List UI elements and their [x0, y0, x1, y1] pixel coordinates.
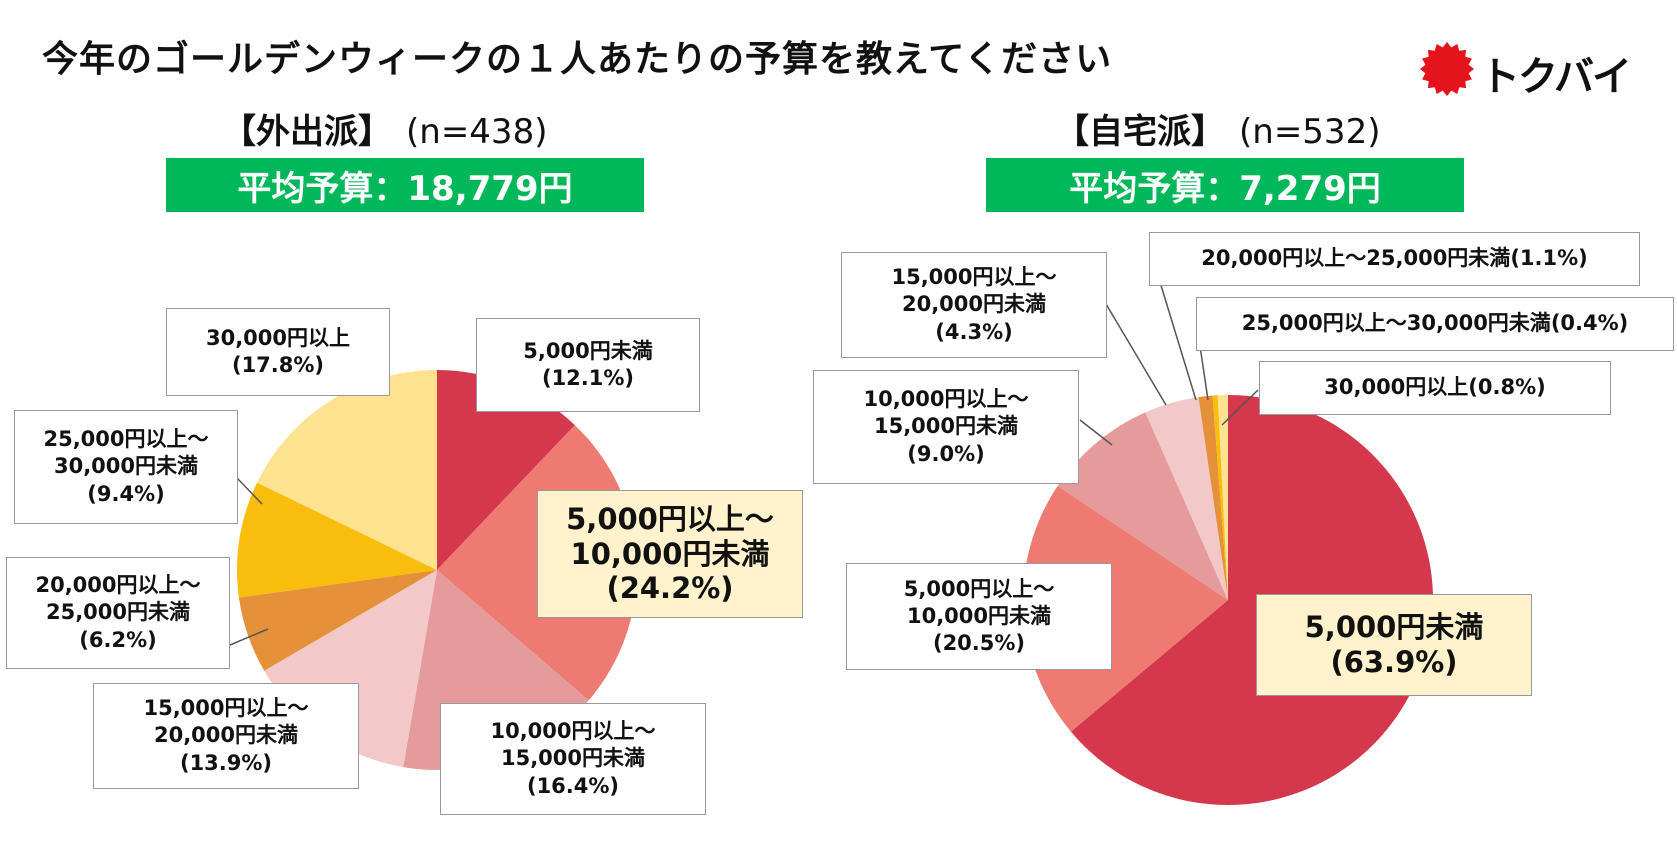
callout-line: 5,000円以上～: [566, 501, 774, 536]
callout-percent: (0.4%): [1550, 311, 1629, 336]
sample-size: (n=438): [406, 112, 548, 152]
callout-home-30k-plus: 30,000円以上 (0.8%): [1259, 361, 1611, 415]
tokubai-logo: トクバイ: [1418, 40, 1638, 100]
page-title: 今年のゴールデンウィークの１人あたりの予算を教えてください: [42, 39, 1113, 80]
pie-slice-home-5k-10k: [1023, 485, 1228, 732]
leader-lines: [229, 281, 1259, 646]
callout-line: 5,000円未満: [1304, 610, 1484, 645]
callout-outing-15k-20k: 15,000円以上～ 20,000円未満 (13.9%): [93, 683, 359, 789]
callout-percent: (16.4%): [526, 773, 620, 798]
leader-line: [1079, 419, 1113, 446]
average-budget-label: 平均予算：18,779円: [237, 168, 573, 209]
leader-line: [1159, 281, 1197, 401]
callout-percent: (20.5%): [932, 631, 1026, 656]
callout-home-25k-30k: 25,000円以上～30,000円未満 (0.4%): [1196, 297, 1674, 351]
pie-slice-home-25k-30k: [1212, 395, 1228, 600]
callout-percent: (9.4%): [87, 481, 165, 506]
leader-line: [1199, 345, 1209, 401]
callout-outing-20k-25k: 20,000円以上～ 25,000円未満 (6.2%): [6, 557, 230, 669]
callout-percent: (63.9%): [1330, 645, 1458, 679]
callout-home-lt5k: 5,000円未満 (63.9%): [1256, 594, 1532, 696]
callout-percent: (4.3%): [935, 319, 1013, 344]
pie-slice-outing-30k+: [257, 370, 437, 570]
callout-line: 20,000円未満: [153, 723, 299, 748]
group-label: 【自宅派】: [1055, 112, 1225, 152]
average-budget-bar-home: 平均予算：7,279円: [986, 158, 1464, 212]
callout-outing-lt5k: 5,000円未満 (12.1%): [476, 318, 700, 412]
callout-percent: (0.8%): [1468, 375, 1546, 400]
pie-slice-home-15k-20k: [1145, 397, 1228, 600]
callout-line: 15,000円未満: [873, 414, 1019, 439]
group-label: 【外出派】: [222, 112, 392, 152]
callout-line: 10,000円以上～: [490, 719, 656, 744]
callout-line: 30,000円未満: [53, 454, 199, 479]
callout-home-20k-25k: 20,000円以上～25,000円未満 (1.1%): [1149, 232, 1640, 286]
callout-line: 30,000円以上: [1324, 375, 1469, 400]
leader-line: [1105, 303, 1167, 406]
callout-outing-25k-30k: 25,000円以上～ 30,000円未満 (9.4%): [14, 410, 238, 524]
callout-percent: (6.2%): [79, 627, 157, 652]
callout-line: 10,000円以上～: [863, 387, 1029, 412]
callout-percent: (17.8%): [231, 353, 325, 377]
callout-home-10k-15k: 10,000円以上～ 15,000円未満 (9.0%): [813, 370, 1079, 484]
group-title-outing: 【外出派】 (n=438): [222, 104, 547, 153]
callout-line: 20,000円未満: [901, 292, 1047, 317]
callout-line: 10,000円未満: [570, 536, 770, 571]
callout-percent: (13.9%): [179, 750, 273, 775]
pie-chart-home: [1023, 395, 1434, 805]
callout-percent: (24.2%): [606, 571, 734, 606]
callout-home-15k-20k: 15,000円以上～ 20,000円未満 (4.3%): [841, 252, 1107, 358]
callout-line: 25,000円以上～: [43, 427, 209, 452]
callout-line: 10,000円未満: [906, 603, 1052, 628]
callout-line: 25,000円以上～30,000円未満: [1241, 311, 1551, 336]
callout-line: 5,000円以上～: [903, 576, 1055, 601]
leader-line: [236, 477, 263, 505]
pie-slice-home-lt5k: [1070, 395, 1434, 805]
callout-line: 15,000円以上～: [891, 265, 1057, 290]
callout-line: 15,000円未満: [500, 746, 646, 771]
pie-slice-outing-25k-30k: [237, 482, 437, 598]
callout-line: 25,000円未満: [45, 600, 191, 625]
callout-line: 20,000円以上～25,000円未満: [1201, 246, 1511, 271]
leader-line: [229, 628, 269, 646]
callout-home-5k-10k: 5,000円以上～ 10,000円未満 (20.5%): [846, 563, 1112, 670]
average-budget-bar-outing: 平均予算：18,779円: [166, 158, 644, 212]
pie-slice-home-20k-25k: [1198, 395, 1228, 600]
callout-percent: (12.1%): [541, 366, 635, 390]
callout-line: 5,000円未満: [523, 338, 653, 363]
callout-outing-5k-10k: 5,000円以上～ 10,000円未満 (24.2%): [537, 490, 803, 618]
callout-outing-10k-15k: 10,000円以上～ 15,000円未満 (16.4%): [440, 703, 706, 815]
callout-line: 20,000円以上～: [35, 573, 201, 598]
callout-outing-30k-plus: 30,000円以上 (17.8%): [166, 308, 390, 396]
callout-percent: (9.0%): [907, 441, 985, 466]
leader-line: [1221, 389, 1259, 426]
pie-slice-home-30k+: [1217, 395, 1228, 600]
group-title-home: 【自宅派】 (n=532): [1055, 104, 1380, 153]
average-budget-label: 平均予算：7,279円: [1069, 168, 1381, 209]
pie-slice-outing-20k-25k: [238, 570, 437, 671]
callout-line: 15,000円以上～: [143, 696, 309, 721]
callout-line: 30,000円以上: [205, 325, 351, 350]
logo-burst-icon: [1420, 42, 1474, 96]
logo-text: トクバイ: [1480, 54, 1632, 100]
pie-slice-outing-lt5k: [437, 370, 575, 570]
sample-size: (n=532): [1239, 112, 1381, 152]
pie-slice-home-10k-15k: [1057, 412, 1228, 600]
callout-percent: (1.1%): [1510, 246, 1588, 271]
